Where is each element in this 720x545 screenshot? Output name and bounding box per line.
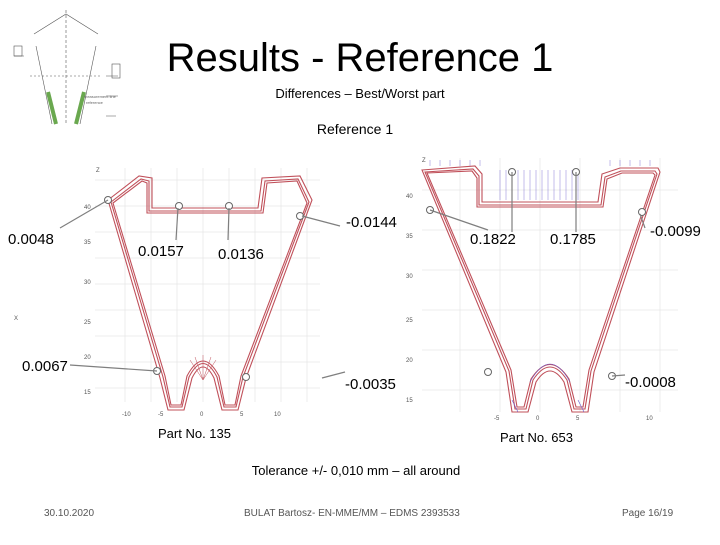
footer-page-number: Page 16/19: [622, 508, 674, 519]
deviation-value: 0.0157: [138, 243, 184, 260]
svg-text:15: 15: [406, 398, 413, 404]
deviation-value: 0.0136: [218, 246, 264, 263]
svg-text:40: 40: [84, 205, 91, 211]
svg-text:25: 25: [406, 318, 413, 324]
svg-text:30: 30: [406, 274, 413, 280]
deviation-value: 0.0067: [22, 358, 68, 375]
svg-text:30: 30: [84, 280, 91, 286]
svg-text:-5: -5: [158, 412, 164, 418]
footer-date: 30.10.2020: [44, 508, 95, 519]
deviation-value: 0.0048: [8, 231, 54, 248]
svg-text:0: 0: [536, 416, 540, 420]
svg-text:measurement line: measurement line: [84, 94, 117, 99]
svg-text:25: 25: [84, 320, 91, 326]
svg-text:X: X: [14, 316, 18, 322]
svg-text:15: 15: [84, 390, 91, 396]
svg-text:20: 20: [84, 355, 91, 361]
tolerance-note: Tolerance +/- 0,010 mm – all around: [251, 463, 461, 478]
right-profile-plot: Z 40 35 30 25 20 15 -5 0 5 10: [400, 150, 685, 422]
deviation-value: 0.1822: [470, 231, 516, 248]
svg-text:5: 5: [240, 412, 244, 418]
slide-subtitle: Differences – Best/Worst part: [275, 86, 445, 101]
reference-drawing-thumbnail: measurement line reference: [6, 6, 126, 130]
svg-text:20: 20: [406, 358, 413, 364]
svg-text:-5: -5: [494, 416, 500, 420]
svg-text:5: 5: [576, 416, 580, 420]
svg-text:Z: Z: [422, 158, 426, 164]
deviation-value: -0.0035: [345, 376, 396, 393]
svg-text:Z: Z: [96, 168, 100, 174]
footer-author: BULAT Bartosz- EN-MME/MM – EDMS 2393533: [244, 508, 460, 519]
deviation-value: 0.1785: [550, 231, 596, 248]
svg-text:-10: -10: [122, 412, 131, 418]
svg-text:10: 10: [646, 416, 653, 420]
right-part-label: Part No. 653: [500, 430, 573, 445]
svg-text:0: 0: [200, 412, 204, 418]
svg-text:reference: reference: [86, 100, 104, 105]
svg-text:35: 35: [406, 234, 413, 240]
svg-text:35: 35: [84, 240, 91, 246]
slide-title: Results - Reference 1: [166, 36, 554, 80]
left-profile-plot: Z 40 35 30 25 20 15 -10 -5 0 5 10 X: [0, 160, 340, 422]
svg-text:10: 10: [274, 412, 281, 418]
reference-label: Reference 1: [316, 121, 394, 137]
deviation-value: -0.0099: [650, 223, 701, 240]
left-part-label: Part No. 135: [158, 426, 231, 441]
svg-text:40: 40: [406, 194, 413, 200]
deviation-value: -0.0008: [625, 374, 676, 391]
deviation-value: -0.0144: [346, 214, 397, 231]
